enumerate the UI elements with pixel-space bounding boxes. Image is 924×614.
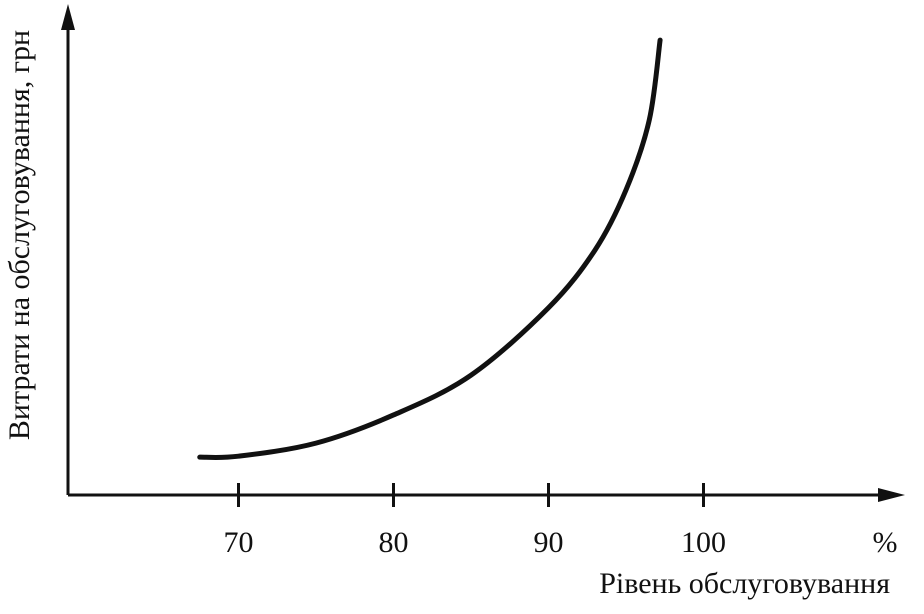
- x-tick-label: 90: [534, 526, 564, 559]
- x-unit: %: [873, 526, 898, 559]
- x-tick-label: 70: [224, 526, 254, 559]
- x-axis-label: Рівень обслуговування: [599, 567, 890, 600]
- x-tick-label: 100: [681, 526, 726, 559]
- curve: [197, 37, 663, 461]
- x-tick-label: 80: [379, 526, 409, 559]
- y-axis-arrow: [61, 4, 75, 30]
- x-axis-arrow: [878, 488, 905, 502]
- y-axis-label: Витрати на обслуговування, грн: [3, 30, 36, 440]
